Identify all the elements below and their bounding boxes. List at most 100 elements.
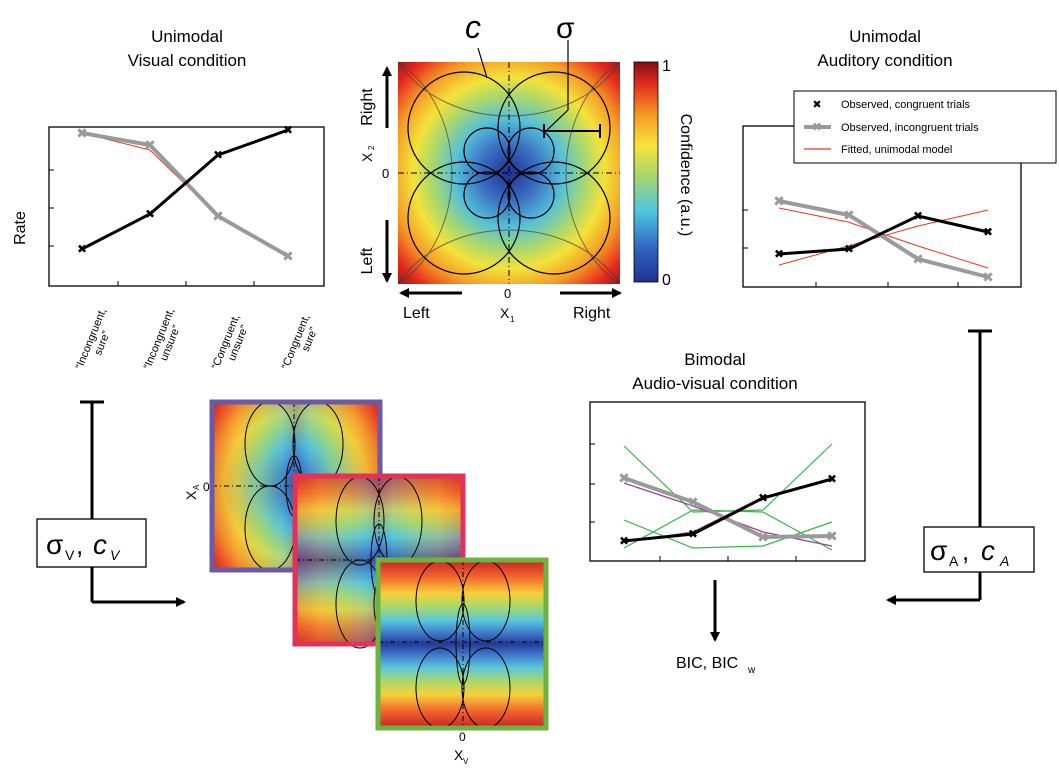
colorbar: [633, 61, 659, 283]
y-axis-sub: 2: [367, 145, 376, 150]
auditory-title-line1: Unimodal: [849, 27, 921, 46]
svg-text:✖: ✖: [983, 225, 993, 239]
auditory-sigma: σ: [930, 535, 947, 566]
auditory-title-line2: Auditory condition: [817, 51, 952, 70]
visual-params-box: [36, 518, 147, 568]
svg-text:✖: ✖: [282, 248, 294, 264]
xa-sub: A: [192, 484, 201, 490]
legend-item-congruent: Observed, congruent trials: [841, 99, 971, 111]
svg-text:✖: ✖: [758, 491, 768, 505]
visual-plot-frame: [48, 126, 325, 287]
auditory-comma: ,: [962, 536, 969, 566]
visual-axis-ticks: [49, 169, 255, 286]
xv-sub: V: [463, 757, 469, 766]
visual-title-line2: Visual condition: [128, 51, 247, 70]
bimodal-map-green: [375, 557, 549, 731]
xv-zero: 0: [459, 730, 466, 744]
auditory-incongruent-markers: ✖ ✖ ✖ ✖: [773, 193, 994, 285]
bimodal-axis-ticks: [590, 443, 797, 561]
svg-text:✖: ✖: [844, 242, 854, 256]
svg-text:✖: ✖: [826, 528, 838, 544]
visual-incongruent-line: [81, 131, 289, 258]
x-left-label: Left: [403, 305, 430, 322]
bic-sub: w: [747, 665, 756, 676]
bimodal-congruent-line: [623, 477, 833, 543]
auditory-congruent-line: [778, 214, 989, 256]
svg-text:✖: ✖: [773, 193, 785, 209]
visual-comma: ,: [76, 530, 83, 560]
svg-text:✖: ✖: [619, 534, 629, 548]
visual-title-line1: Unimodal: [151, 27, 223, 46]
auditory-sigma-sub: A: [949, 553, 959, 569]
xa-label: X: [183, 490, 199, 500]
colorbar-max: 1: [662, 58, 671, 75]
legend-item-incongruent: Observed, incongruent trials: [841, 122, 979, 134]
svg-text:✖: ✖: [144, 137, 156, 153]
legend-incongruent-marker: ✖: [812, 120, 822, 134]
auditory-panel: Unimodal Auditory condition ✖✖ ✖✖ ✖ ✖✖✖ ✖…: [742, 27, 1057, 288]
y-zero: 0: [382, 166, 389, 181]
bic-label: BIC, BIC: [676, 655, 738, 672]
svg-text:✖: ✖: [982, 269, 994, 285]
svg-text:✖: ✖: [145, 207, 155, 221]
svg-text:✖: ✖: [843, 207, 855, 223]
c-label: c: [465, 9, 481, 45]
svg-text:✖: ✖: [76, 125, 88, 141]
xa-zero: 0: [203, 480, 210, 494]
colorbar-min: 0: [662, 272, 671, 289]
svg-text:✖: ✖: [283, 123, 293, 137]
x-axis-sub: 1: [510, 315, 515, 324]
visual-c-sub: V: [110, 547, 121, 563]
visual-panel: Unimodal Visual condition Rate ✖✖ ✖✖ ✖✖✖…: [12, 27, 325, 372]
visual-sigma-sub: V: [65, 547, 75, 563]
confidence-map: c σ 1 0 Confidence (a.u.) Left Right 0 X…: [359, 9, 694, 324]
svg-text:✖: ✖: [77, 242, 87, 256]
auditory-c-sub: A: [999, 553, 1009, 569]
svg-text:✖: ✖: [912, 251, 924, 267]
auditory-congruent-markers: ✖ ✖ ✖ ✖: [774, 209, 993, 261]
bimodal-incongruent-line: [623, 476, 833, 540]
bimodal-panel: Bimodal Audio-visual condition ✖✖ ✖ ✖ ✖ ✖✖…: [589, 350, 866, 676]
svg-text:✖: ✖: [774, 247, 784, 261]
visual-ylabel: Rate: [12, 211, 29, 245]
bimodal-green-fits: [623, 443, 833, 551]
auditory-incongruent-line: [778, 199, 989, 279]
svg-text:✖: ✖: [213, 148, 223, 162]
svg-text:✖: ✖: [687, 494, 699, 510]
auditory-axis-ticks: [743, 209, 959, 287]
svg-text:✖: ✖: [688, 527, 698, 541]
x-axis-label: X: [500, 305, 510, 321]
sigma-label: σ: [556, 12, 575, 45]
bimodal-congruent-markers: ✖ ✖ ✖ ✖: [619, 472, 837, 548]
legend-item-fitted: Fitted, unimodal model: [841, 144, 952, 156]
colorbar-label: Confidence (a.u.): [677, 114, 694, 237]
svg-text:✖: ✖: [827, 472, 837, 486]
svg-text:✖: ✖: [757, 529, 769, 545]
visual-incongruent-markers: ✖ ✖ ✖ ✖: [76, 125, 294, 264]
auditory-params-box: [923, 526, 1035, 573]
y-down-label: Left: [359, 247, 376, 274]
x-right-label: Right: [573, 305, 611, 322]
y-up-label: Right: [359, 88, 376, 126]
svg-text:✖: ✖: [618, 470, 630, 486]
svg-text:✖: ✖: [913, 209, 923, 223]
c-pointer: [477, 47, 488, 79]
sigma-pointer: [545, 40, 569, 132]
visual-congruent-markers: ✖ ✖ ✖ ✖: [77, 123, 293, 256]
visual-category-labels: “Incongruent, sure” “Incongruent, unsure…: [74, 307, 321, 372]
visual-params-flow: σ V , c V: [36, 400, 186, 607]
bimodal-map-stack: X A 0 0 X V: [183, 399, 549, 766]
visual-congruent-line: [81, 128, 289, 251]
bimodal-incongruent-markers: ✖ ✖ ✖ ✖: [618, 470, 838, 545]
y-axis-label: X: [359, 152, 375, 162]
visual-sigma: σ: [46, 529, 63, 560]
visual-c: c: [93, 529, 107, 560]
xv-label: X: [454, 747, 464, 763]
legend-box: [793, 90, 1057, 164]
auditory-c: c: [981, 535, 995, 566]
auditory-params-flow: σ A , c A: [886, 329, 1035, 605]
legend-congruent-marker: ✖: [812, 99, 821, 111]
bimodal-title-line1: Bimodal: [684, 350, 745, 369]
svg-text:✖: ✖: [212, 208, 224, 224]
